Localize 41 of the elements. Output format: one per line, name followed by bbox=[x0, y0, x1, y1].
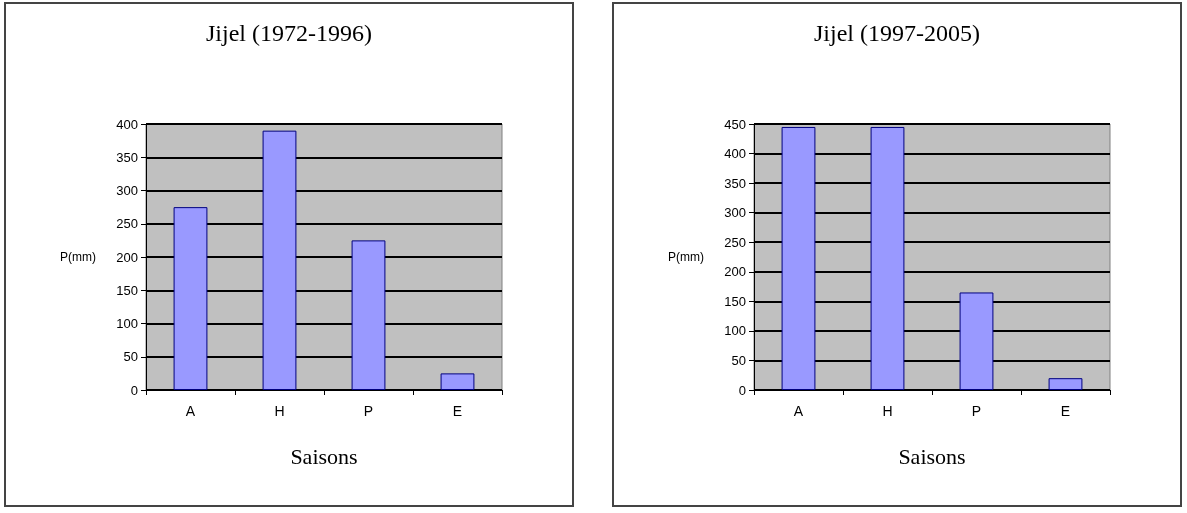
x-tick-label: H bbox=[274, 403, 285, 419]
y-tick-label: 200 bbox=[724, 264, 746, 280]
y-tick-label: 0 bbox=[130, 382, 138, 398]
bar bbox=[173, 207, 208, 390]
x-tick-label: A bbox=[185, 403, 196, 419]
y-tick-label: 300 bbox=[116, 183, 138, 198]
y-axis-title: P(mm) bbox=[60, 250, 96, 264]
bar bbox=[351, 240, 386, 390]
x-tick-label: P bbox=[971, 403, 982, 419]
x-tick-label: P bbox=[363, 403, 374, 419]
y-axis-title: P(mm) bbox=[668, 250, 704, 264]
bar bbox=[262, 130, 297, 390]
bar bbox=[870, 126, 905, 390]
chart-title: Jijel (1997-2005) bbox=[814, 20, 980, 46]
y-tick-label: 250 bbox=[116, 216, 138, 232]
y-tick-label: 150 bbox=[724, 293, 746, 309]
x-tick-label: A bbox=[793, 403, 804, 419]
y-tick-label: 50 bbox=[731, 352, 746, 368]
y-tick-label: 150 bbox=[116, 282, 138, 298]
y-tick-label: 400 bbox=[116, 116, 138, 132]
bar bbox=[781, 126, 816, 390]
y-tick-label: 50 bbox=[123, 349, 138, 365]
x-axis-title: Saisons bbox=[290, 443, 358, 469]
y-tick-label: 0 bbox=[738, 382, 746, 398]
y-tick-label: 250 bbox=[724, 234, 746, 250]
y-tick-label: 350 bbox=[116, 149, 138, 165]
y-tick-label: 450 bbox=[724, 116, 746, 132]
y-tick-label: 100 bbox=[116, 316, 138, 331]
x-tick-label: E bbox=[452, 403, 463, 419]
x-tick-label: E bbox=[1060, 403, 1071, 419]
bar bbox=[959, 292, 994, 390]
y-tick-label: 300 bbox=[724, 205, 746, 221]
x-axis-title: Saisons bbox=[898, 443, 966, 469]
x-tick-label: H bbox=[882, 403, 893, 419]
y-tick-label: 400 bbox=[724, 146, 746, 162]
chart-title: Jijel (1972-1996) bbox=[206, 20, 372, 46]
y-tick-label: 100 bbox=[724, 323, 746, 339]
y-tick-label: 350 bbox=[724, 175, 746, 191]
bar bbox=[1048, 378, 1083, 390]
bar bbox=[440, 373, 475, 390]
y-tick-label: 200 bbox=[116, 249, 138, 265]
